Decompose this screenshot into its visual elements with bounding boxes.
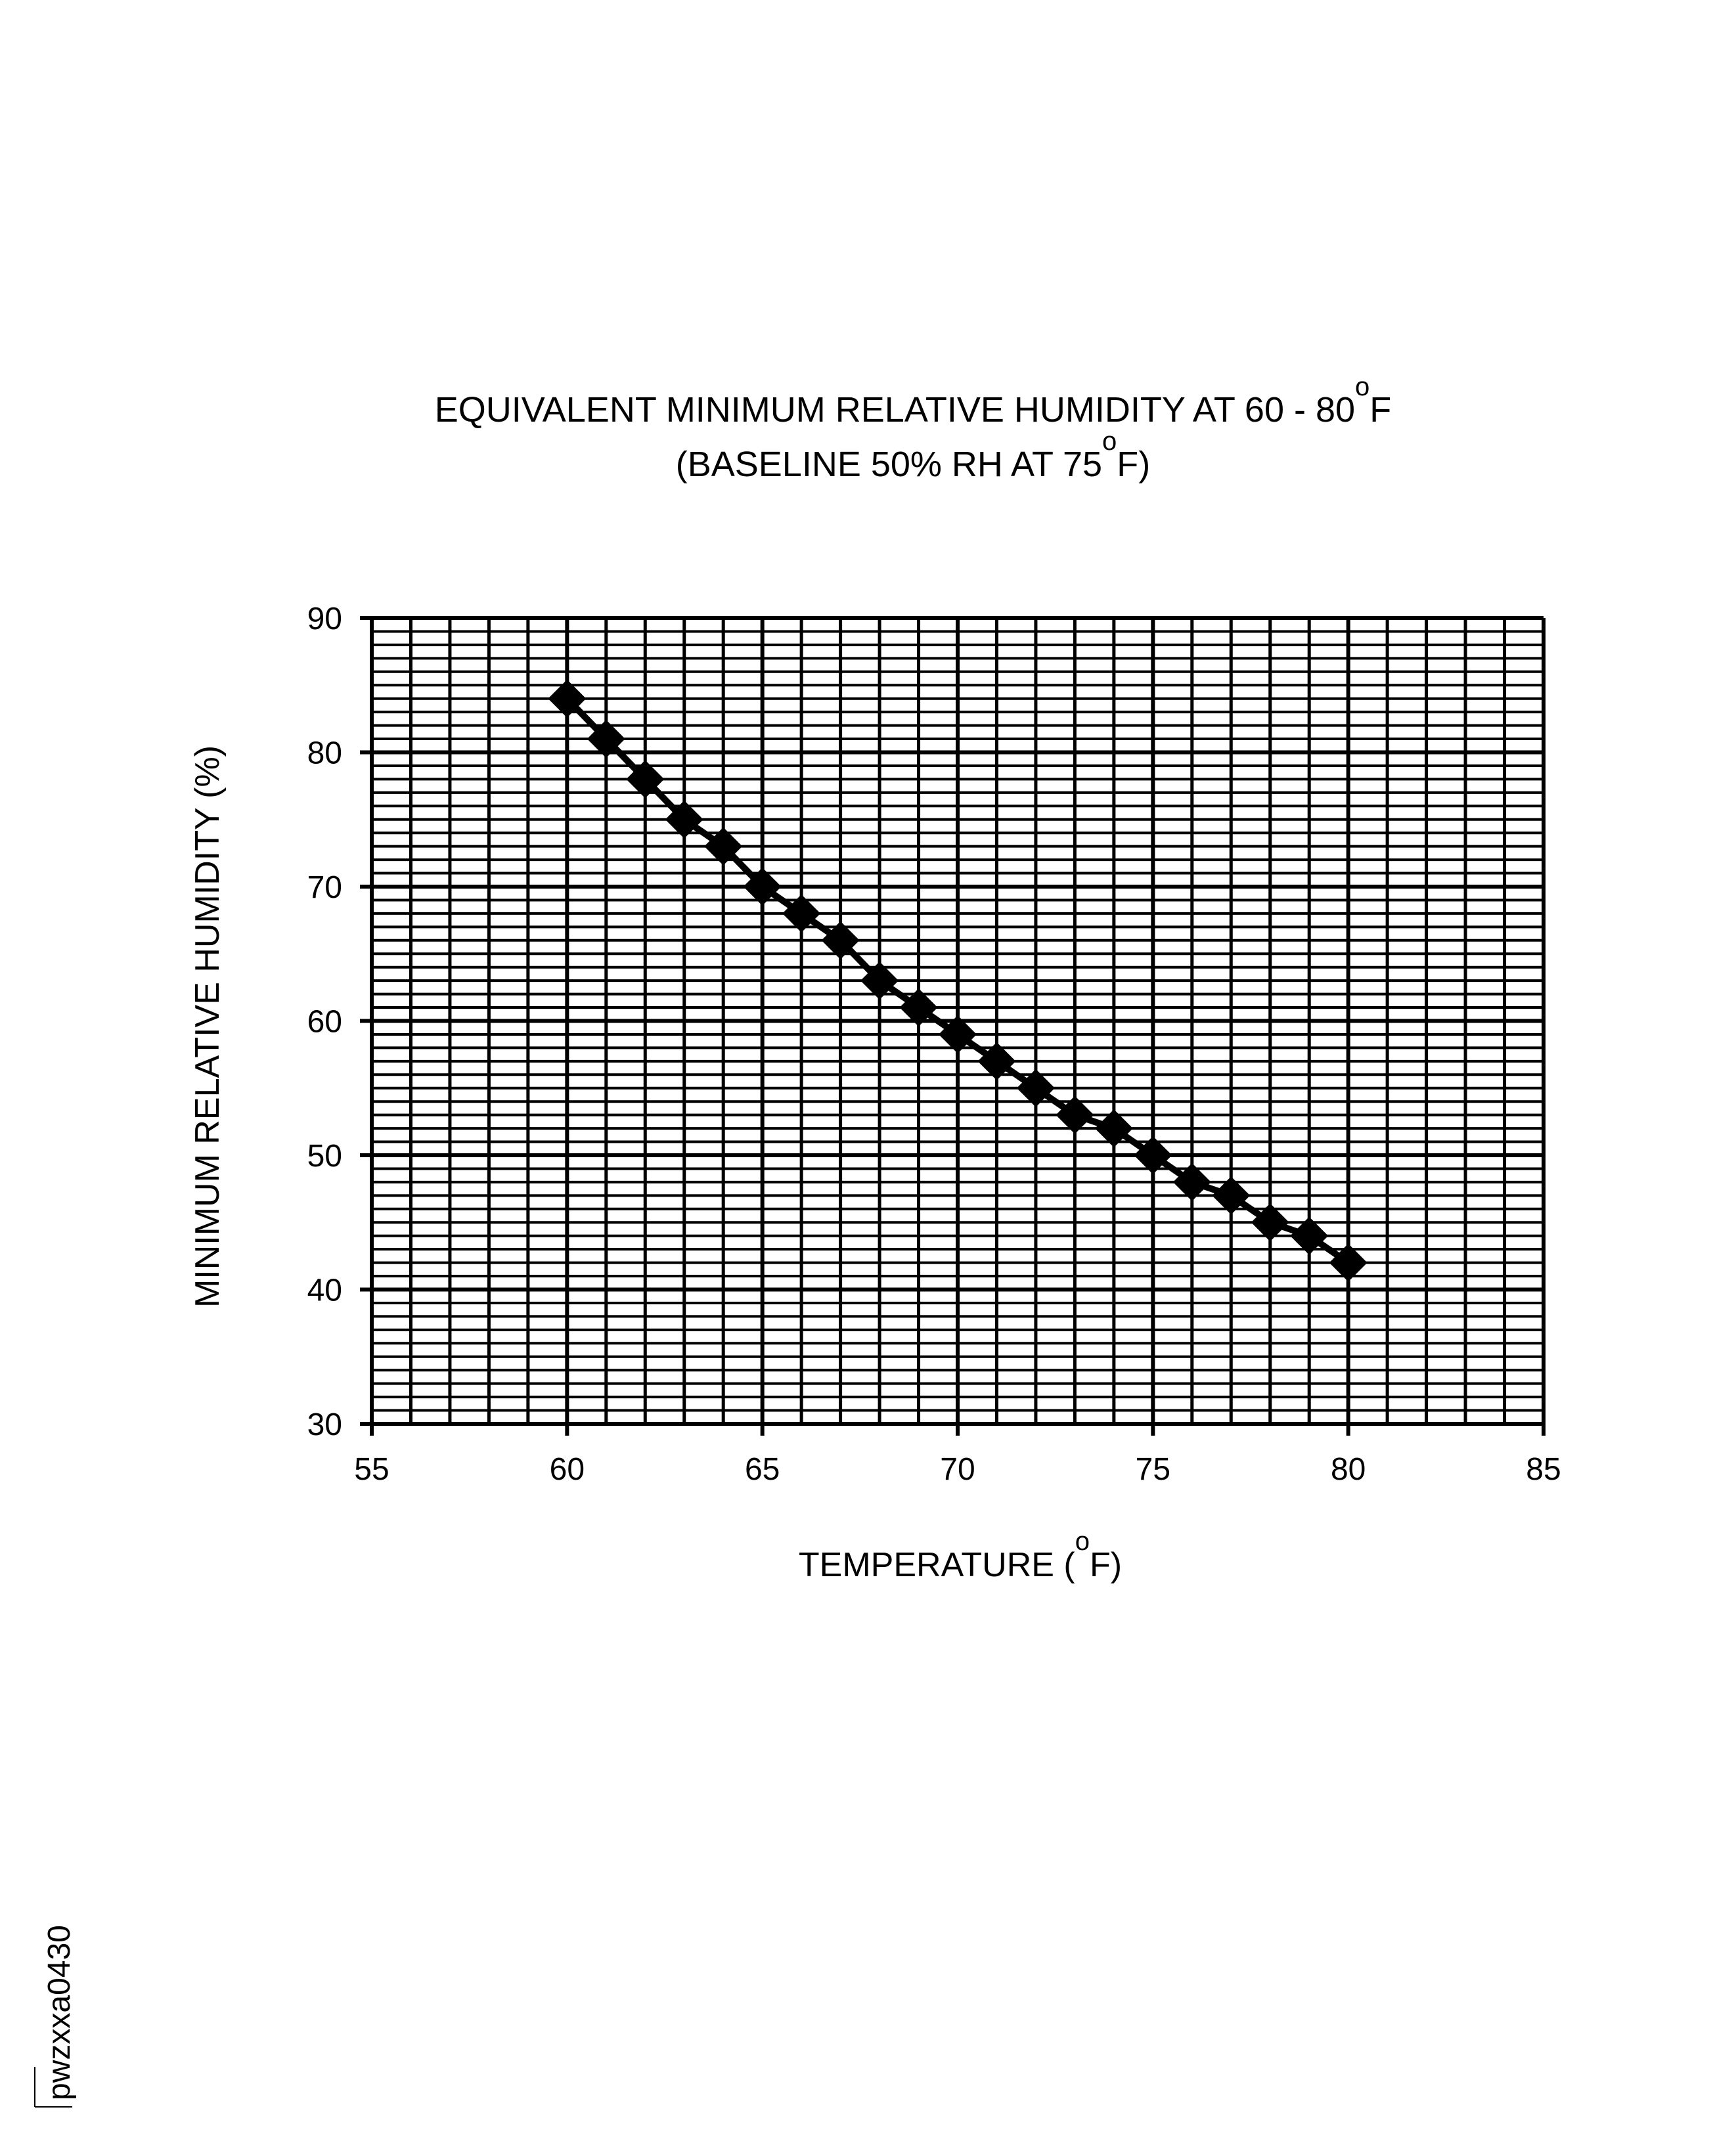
series (548, 679, 1368, 1282)
data-point-marker (587, 720, 625, 759)
data-point-marker (1134, 1136, 1172, 1174)
chart-title-line2: (BASELINE 50% RH AT 75oF) (676, 427, 1151, 484)
x-axis-label: TEMPERATURE (oF) (799, 1527, 1122, 1584)
data-point-marker (1329, 1243, 1368, 1282)
data-point-marker (939, 1015, 977, 1053)
data-point-marker (743, 868, 782, 906)
data-point-marker (704, 827, 743, 866)
data-point-marker (860, 961, 899, 1000)
x-tick-label: 70 (940, 1452, 975, 1487)
y-tick-label: 70 (307, 870, 342, 905)
y-tick-label: 30 (307, 1407, 342, 1442)
data-point-marker (977, 1042, 1016, 1080)
x-tick-label: 65 (745, 1452, 780, 1487)
data-point-marker (665, 800, 703, 839)
x-tick-label: 55 (354, 1452, 389, 1487)
grid (370, 616, 1546, 1426)
data-point-marker (899, 988, 938, 1027)
data-point-marker (1056, 1095, 1094, 1134)
data-point-marker (626, 760, 665, 799)
data-point-marker (821, 921, 860, 960)
data-point-marker (1016, 1069, 1055, 1107)
data-point-marker (548, 679, 587, 718)
y-tick-label: 80 (307, 736, 342, 771)
ticks: 55 60 65 70 75 80 85 30 40 50 60 70 80 90 (307, 602, 1561, 1487)
footer-code: pwzxxa0430 (42, 1925, 77, 2100)
x-tick-label: 85 (1526, 1452, 1561, 1487)
y-tick-label: 60 (307, 1005, 342, 1040)
x-tick-label: 60 (550, 1452, 585, 1487)
y-tick-label: 40 (307, 1273, 342, 1308)
y-tick-label: 50 (307, 1139, 342, 1174)
x-tick-label: 75 (1136, 1452, 1170, 1487)
data-point-marker (1094, 1109, 1133, 1148)
y-tick-label: 90 (307, 602, 342, 636)
y-axis-label: MINIMUM RELATIVE HUMIDITY (%) (189, 745, 227, 1308)
data-point-marker (1290, 1216, 1329, 1255)
data-point-marker (1251, 1203, 1289, 1242)
data-point-marker (782, 894, 821, 933)
data-point-marker (1172, 1162, 1211, 1201)
data-point-marker (1212, 1176, 1251, 1215)
x-tick-label: 80 (1331, 1452, 1366, 1487)
chart-title-line1: EQUIVALENT MINIMUM RELATIVE HUMIDITY AT … (435, 372, 1392, 430)
